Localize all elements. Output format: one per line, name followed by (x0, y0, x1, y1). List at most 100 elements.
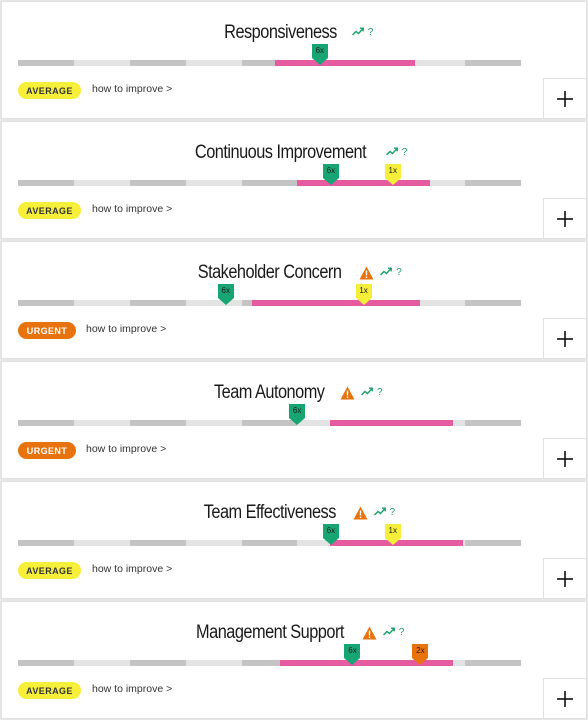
plus-icon (557, 330, 573, 347)
plus-icon (557, 210, 573, 227)
trend-up-icon[interactable] (385, 147, 398, 159)
expand-button[interactable] (543, 318, 587, 359)
score-marker-green: 6x (322, 164, 339, 186)
title-row: Stakeholder Concern? (2, 260, 586, 286)
expand-button[interactable] (543, 78, 587, 119)
bar-segment (185, 180, 243, 186)
marker-label: 6x (326, 166, 336, 175)
marker-label: 6x (292, 406, 302, 415)
how-to-improve-link[interactable]: how to improve > (92, 563, 173, 575)
score-marker-green: 6x (311, 44, 328, 66)
marker-label: 1x (388, 166, 397, 175)
trend-up-icon[interactable] (382, 627, 395, 639)
bar-segment (241, 540, 298, 546)
help-icon[interactable]: ? (367, 27, 374, 38)
bar-segment (185, 300, 243, 306)
score-marker-yellow: 1x (384, 164, 401, 186)
marker-label: 2x (416, 646, 425, 655)
bar-segment (185, 420, 243, 426)
plus-icon (557, 450, 573, 467)
score-range (297, 180, 431, 186)
title-row: Responsiveness? (2, 20, 586, 46)
score-marker-yellow: 1x (355, 284, 372, 306)
bar-segment (18, 60, 75, 66)
plus-icon (557, 90, 573, 107)
warning-icon (340, 386, 355, 400)
trend-up-icon[interactable] (351, 27, 364, 39)
expand-button[interactable] (543, 438, 587, 479)
bar-segment (465, 300, 522, 306)
metric-title: Continuous Improvement (194, 142, 367, 163)
expand-button[interactable] (543, 198, 587, 239)
marker-label: 6x (221, 286, 230, 295)
marker-label: 1x (359, 286, 368, 295)
score-bar: 6x 2x (18, 644, 522, 666)
bar-segment (129, 300, 187, 306)
title-row: Continuous Improvement? (2, 140, 586, 166)
help-icon[interactable]: ? (398, 627, 405, 638)
status-badge: AVERAGE (18, 202, 81, 219)
help-icon[interactable]: ? (376, 387, 383, 398)
how-to-improve-link[interactable]: how to improve > (92, 203, 173, 215)
score-marker-yellow: 1x (384, 524, 401, 546)
bar-segment (465, 660, 522, 666)
score-marker-green: 6x (217, 284, 234, 306)
bar-segment (465, 60, 522, 66)
score-bar: 6x 1x (18, 164, 522, 186)
status-badge: URGENT (18, 442, 76, 459)
status-badge: AVERAGE (18, 82, 81, 99)
status-badge: URGENT (18, 322, 76, 339)
bar-segment (18, 540, 75, 546)
bar-segment (409, 300, 466, 306)
bar-segment (185, 60, 243, 66)
title-row: Team Effectiveness? (2, 500, 586, 526)
plus-icon (557, 570, 573, 587)
metric-title: Team Effectiveness (203, 502, 337, 523)
help-icon[interactable]: ? (401, 147, 408, 158)
help-icon[interactable]: ? (389, 507, 396, 518)
bar-segment (129, 60, 187, 66)
score-marker-orange: 2x (412, 644, 429, 666)
bar-segment (73, 540, 131, 546)
bar-segment (18, 660, 75, 666)
bar-segment (465, 420, 522, 426)
score-marker-green: 6x (344, 644, 361, 666)
expand-button[interactable] (543, 558, 587, 599)
expand-button[interactable] (543, 678, 587, 719)
metric-title: Responsiveness (223, 22, 337, 43)
score-bar: 6x 1x (18, 284, 522, 306)
trend-up-icon[interactable] (380, 267, 393, 279)
how-to-improve-link[interactable]: how to improve > (92, 683, 173, 695)
score-range (274, 60, 416, 66)
bar-segment (73, 420, 131, 426)
metric-card: Responsiveness? 6x AVERAGE how to improve > (1, 1, 587, 119)
status-badge: AVERAGE (18, 562, 81, 579)
bar-segment (73, 660, 131, 666)
title-row: Management Support? (2, 620, 586, 646)
warning-icon (359, 266, 374, 280)
bar-segment (465, 540, 522, 546)
title-row: Team Autonomy? (2, 380, 586, 406)
score-bar: 6x (18, 44, 522, 66)
bar-segment (241, 180, 298, 186)
bar-segment (18, 180, 75, 186)
bar-segment (185, 660, 243, 666)
metric-card: Management Support? 6x 2x AVERAGE how to imp… (1, 601, 587, 719)
score-bar: 6x 1x (18, 524, 522, 546)
how-to-improve-link[interactable]: how to improve > (86, 443, 167, 455)
help-icon[interactable]: ? (396, 267, 402, 278)
bar-segment (241, 660, 298, 666)
marker-label: 6x (315, 46, 325, 55)
plus-icon (557, 690, 573, 707)
trend-up-icon[interactable] (373, 507, 386, 519)
how-to-improve-link[interactable]: how to improve > (92, 83, 173, 95)
metric-card: Continuous Improvement? 6x 1x AVERAGE how to… (1, 121, 587, 239)
bar-segment (297, 420, 354, 426)
score-range (329, 540, 464, 546)
trend-up-icon[interactable] (360, 387, 373, 399)
bar-segment (129, 540, 187, 546)
bar-segment (18, 300, 75, 306)
how-to-improve-link[interactable]: how to improve > (86, 323, 167, 335)
marker-label: 1x (388, 526, 397, 535)
bar-segment (297, 540, 354, 546)
